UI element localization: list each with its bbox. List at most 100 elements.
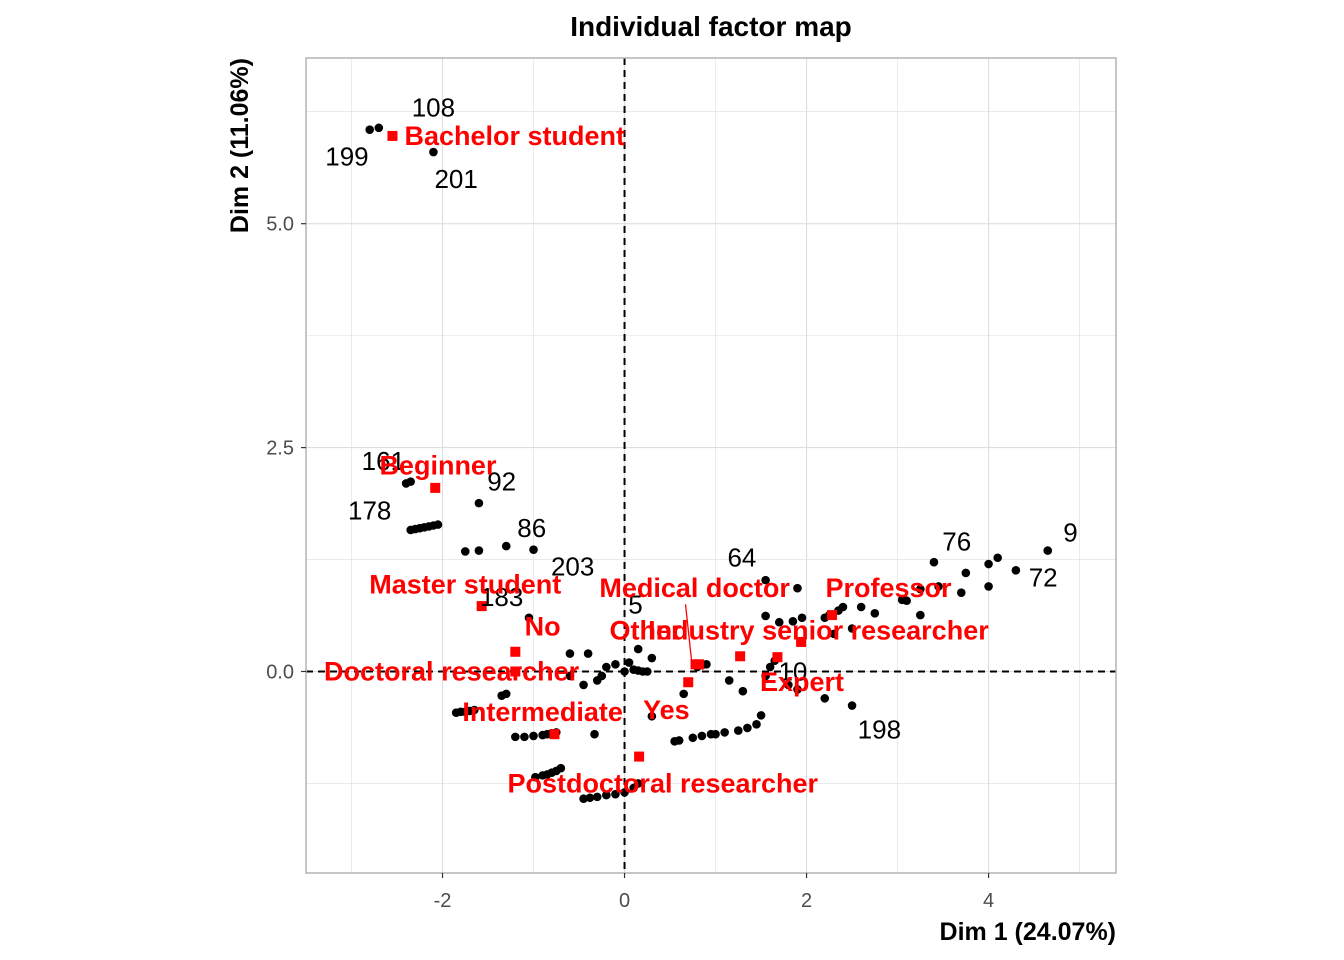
category-point	[827, 610, 838, 621]
individual-point	[838, 602, 848, 612]
individual-point	[511, 732, 520, 742]
x-tick-label: 0	[619, 890, 630, 912]
chart-title: Individual factor map	[570, 11, 852, 42]
individual-point	[711, 729, 720, 739]
individual-label: 64	[727, 543, 756, 573]
individual-label: 178	[348, 495, 391, 525]
individual-point	[847, 624, 857, 633]
y-tick-label: 2.5	[266, 438, 294, 460]
individual-point	[934, 582, 943, 591]
individual-label: 9	[1063, 518, 1077, 548]
individual-point	[501, 541, 511, 551]
individual-point	[602, 662, 611, 672]
x-tick-label: -2	[434, 890, 452, 912]
individual-point	[724, 676, 734, 685]
individual-point	[743, 723, 752, 733]
category-point	[772, 652, 783, 663]
tick-layer: -2 0 2 4 0.0 2.5 5.0	[266, 214, 994, 912]
category-point	[476, 601, 487, 612]
y-tick-label: 5.0	[266, 214, 294, 236]
individual-point	[620, 788, 629, 797]
x-axis-title: Dim 1 (24.07%)	[940, 918, 1116, 946]
individual-point	[793, 685, 802, 694]
category-label: Expert	[760, 667, 844, 697]
y-axis-title: Dim 2 (11.06%)	[226, 58, 254, 233]
individual-point	[460, 547, 470, 556]
individual-point	[433, 520, 443, 529]
individual-point	[847, 701, 857, 710]
category-point	[510, 666, 521, 677]
individual-point	[761, 671, 770, 681]
individual-point	[752, 720, 761, 729]
individual-point	[916, 610, 925, 620]
category-labels: Bachelor student Beginner Master student No…	[324, 121, 989, 799]
individual-point	[529, 545, 538, 554]
individual-point	[1043, 546, 1053, 555]
individual-point	[647, 711, 657, 721]
category-point	[510, 646, 521, 657]
individual-point	[579, 680, 588, 690]
individual-point	[984, 559, 993, 569]
individual-point	[470, 705, 479, 715]
individual-point	[579, 794, 588, 803]
individual-point	[611, 789, 620, 799]
individual-point	[793, 583, 802, 593]
individual-point	[856, 602, 866, 612]
category-point	[387, 130, 398, 141]
category-point	[634, 751, 645, 762]
individual-point	[993, 553, 1002, 563]
individual-label: 201	[434, 164, 477, 194]
individual-point	[738, 686, 748, 696]
reference-lines	[306, 58, 1116, 873]
individual-point	[765, 662, 775, 672]
individual-label: 5	[628, 589, 642, 619]
individual-label: 86	[517, 513, 546, 543]
individual-label: 72	[1029, 562, 1058, 592]
individual-point	[497, 691, 506, 700]
individual-point	[674, 736, 684, 745]
individual-point	[916, 584, 925, 594]
individual-label: 161	[362, 446, 405, 476]
individual-point	[697, 731, 707, 741]
category-label: Master student	[369, 570, 561, 600]
individual-point	[820, 694, 830, 703]
individual-point	[592, 676, 602, 685]
individual-label: 92	[487, 467, 516, 497]
individual-point	[774, 617, 784, 627]
individual-point	[688, 733, 698, 743]
individual-point	[1011, 565, 1021, 575]
y-tick-label: 0.0	[266, 661, 294, 683]
individual-point	[784, 680, 793, 690]
category-label: Yes	[643, 695, 690, 725]
individual-point	[406, 477, 415, 486]
individual-label: 10	[778, 656, 807, 686]
category-label: Intermediate	[462, 697, 623, 727]
individual-point	[633, 644, 643, 654]
individual-point	[734, 726, 743, 735]
individual-point	[474, 546, 484, 555]
individual-label: 199	[325, 142, 368, 172]
individual-point	[602, 790, 611, 800]
individual-point	[565, 649, 575, 658]
individual-point	[565, 671, 575, 681]
category-points	[387, 130, 838, 762]
individual-point	[797, 613, 807, 623]
individual-point	[624, 658, 634, 667]
category-label: Doctoral researcher	[324, 656, 580, 686]
individual-point	[529, 731, 538, 741]
individual-point	[984, 582, 993, 591]
individual-point	[520, 732, 529, 742]
category-label: Beginner	[379, 451, 497, 481]
category-point	[735, 651, 746, 662]
individual-label: 183	[480, 582, 523, 612]
individual-point	[956, 588, 966, 597]
individual-label: 198	[858, 715, 901, 745]
category-point	[683, 677, 694, 688]
individual-point	[620, 667, 629, 676]
individual-point	[679, 689, 688, 699]
individual-point	[583, 649, 593, 658]
individual-point	[531, 772, 540, 782]
individual-point	[474, 498, 484, 508]
